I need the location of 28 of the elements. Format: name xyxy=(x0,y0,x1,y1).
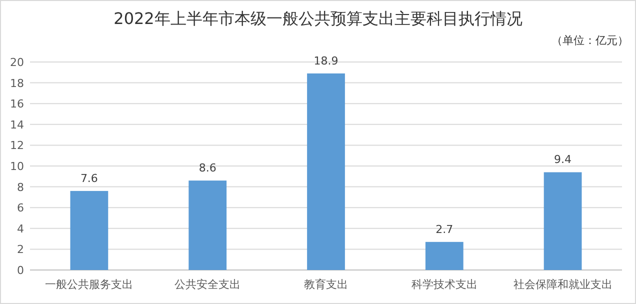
y-tick-label: 8 xyxy=(17,180,24,194)
bar xyxy=(425,242,464,270)
bar xyxy=(188,180,227,270)
bar xyxy=(70,190,108,270)
y-tick-label: 2 xyxy=(17,243,24,256)
x-tick-label: 公共安全支出 xyxy=(174,278,241,291)
y-tick-label: 14 xyxy=(10,118,24,132)
chart-title: 2022年上半年市本级一般公共预算支出主要科目执行情况 xyxy=(114,9,522,28)
x-tick-label: 教育支出 xyxy=(304,278,348,291)
data-label: 2.7 xyxy=(436,222,454,236)
data-label: 18.9 xyxy=(314,54,338,68)
y-tick-label: 12 xyxy=(10,139,24,152)
data-label: 8.6 xyxy=(198,162,216,175)
y-tick-label: 20 xyxy=(10,56,24,69)
data-label: 9.4 xyxy=(554,153,572,166)
bar xyxy=(544,172,582,270)
y-tick-label: 6 xyxy=(17,202,24,215)
data-label: 7.6 xyxy=(80,172,98,185)
x-tick-label: 科学技术支出 xyxy=(411,278,478,291)
y-tick-label: 4 xyxy=(17,222,24,236)
x-tick-label: 一般公共服务支出 xyxy=(45,278,134,291)
y-tick-label: 16 xyxy=(10,98,24,111)
y-tick-label: 18 xyxy=(10,76,24,90)
bar xyxy=(307,73,345,270)
y-tick-label: 0 xyxy=(17,264,24,277)
x-tick-label: 社会保障和就业支出 xyxy=(513,278,612,291)
chart-subtitle: （单位：亿元） xyxy=(552,34,628,47)
y-tick-label: 10 xyxy=(10,160,24,173)
